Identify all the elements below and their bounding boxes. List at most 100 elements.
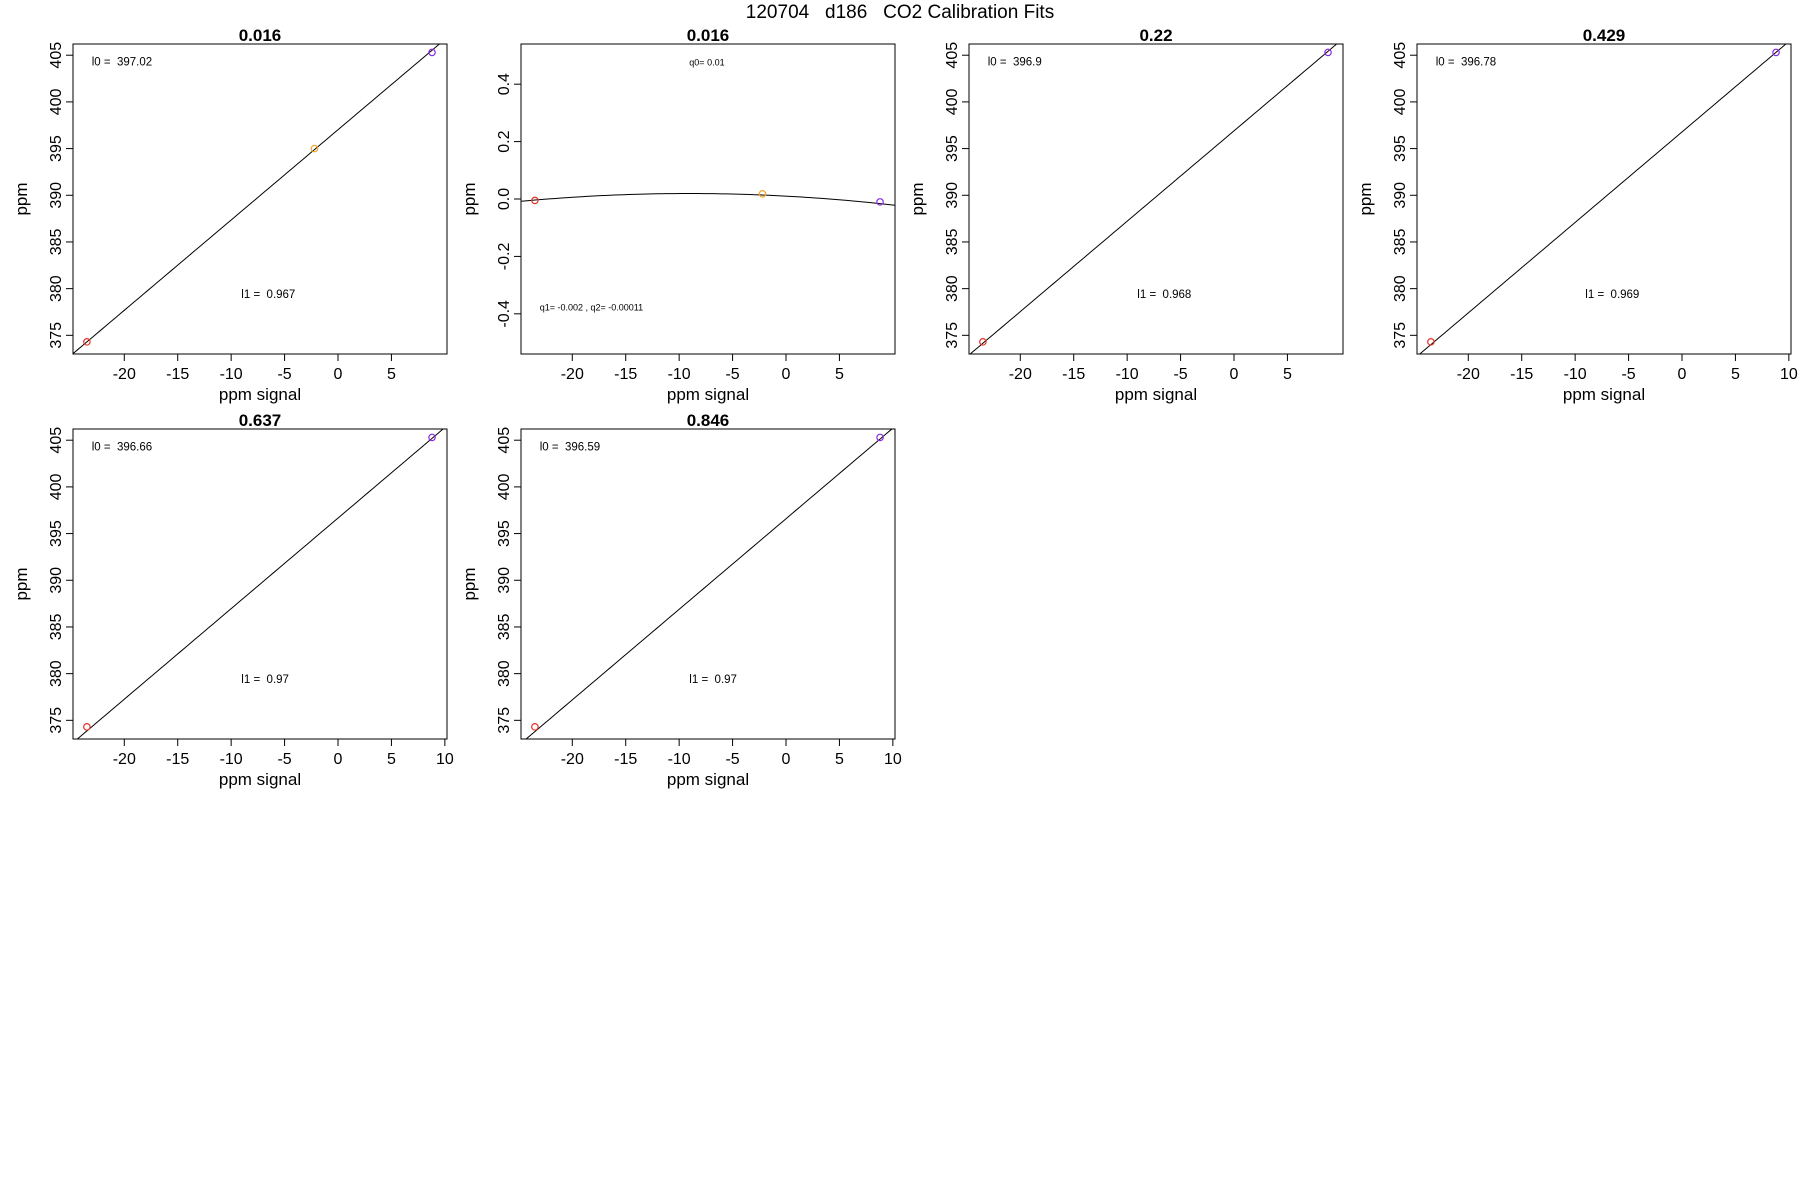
x-tick-label: -5	[277, 366, 291, 383]
x-tick-label: -15	[614, 751, 637, 768]
y-tick-label: 385	[48, 229, 65, 256]
y-tick-label: 390	[1392, 182, 1409, 209]
x-tick-label: -10	[668, 751, 691, 768]
y-tick-label: 380	[1392, 275, 1409, 302]
fit-annotation: l0 = 397.02	[92, 57, 152, 69]
data-point	[1324, 48, 1332, 57]
x-tick-label: 10	[884, 751, 902, 768]
data-point	[876, 433, 884, 442]
chart-title: 0.846	[687, 411, 730, 430]
x-tick-label: 0	[1678, 366, 1687, 383]
fit-annotation: l1 = 0.967	[241, 289, 295, 301]
x-axis-label: ppm signal	[219, 770, 301, 789]
y-tick-label: 400	[944, 88, 961, 115]
x-tick-label: -20	[1009, 366, 1032, 383]
x-tick-label: -15	[166, 751, 189, 768]
x-tick-label: -5	[725, 366, 739, 383]
chart-title: 0.016	[239, 26, 282, 45]
x-axis-label: ppm signal	[1563, 385, 1645, 404]
x-tick-label: 0	[1230, 366, 1239, 383]
fit-line	[76, 429, 444, 739]
y-tick-label: 390	[496, 567, 513, 594]
x-axis-label: ppm signal	[1115, 385, 1197, 404]
x-tick-label: -5	[1173, 366, 1187, 383]
y-tick-label: 395	[496, 520, 513, 547]
data-point	[1772, 48, 1780, 57]
x-tick-label: 5	[1283, 366, 1292, 383]
x-tick-label: 0	[782, 366, 791, 383]
y-tick-label: 385	[496, 614, 513, 641]
y-tick-label: 380	[48, 275, 65, 302]
y-tick-label: 380	[496, 660, 513, 687]
x-tick-label: 10	[1780, 366, 1798, 383]
y-tick-label: 380	[944, 275, 961, 302]
fit-annotation: l0 = 396.9	[988, 57, 1042, 69]
data-point	[310, 144, 319, 153]
data-point	[979, 338, 987, 346]
fit-line	[521, 193, 895, 206]
x-tick-label: -15	[1510, 366, 1533, 383]
x-tick-label: -15	[1062, 366, 1085, 383]
fit-annotation: l0 = 396.66	[92, 442, 152, 454]
data-point	[758, 190, 767, 198]
y-tick-label: 385	[1392, 229, 1409, 256]
fit-annotation: l1 = 0.97	[689, 674, 737, 686]
x-tick-label: -10	[1564, 366, 1587, 383]
y-axis-label: ppm	[12, 182, 31, 215]
y-axis-label: ppm	[12, 567, 31, 600]
y-tick-label: 0.0	[496, 188, 513, 210]
x-tick-label: -20	[561, 751, 584, 768]
y-tick-label: 405	[1392, 42, 1409, 69]
data-point	[531, 196, 539, 205]
x-tick-label: -10	[1116, 366, 1139, 383]
fit-annotation: l1 = 0.968	[1137, 289, 1191, 301]
y-axis-label: ppm	[460, 182, 479, 215]
y-tick-label: 0.2	[496, 130, 513, 152]
plot-frame	[72, 43, 448, 355]
y-tick-label: 375	[496, 707, 513, 734]
fit-line	[73, 44, 441, 354]
y-tick-label: -0.4	[496, 300, 513, 328]
fit-annotation: l1 = 0.97	[241, 674, 289, 686]
y-tick-label: 385	[944, 229, 961, 256]
x-tick-label: 10	[436, 751, 454, 768]
x-tick-label: 0	[782, 751, 791, 768]
x-tick-label: -10	[220, 751, 243, 768]
page-title: 120704 d186 CO2 Calibration Fits	[745, 2, 1055, 23]
fit-annotation: q0= 0.01	[689, 58, 724, 68]
y-tick-label: 390	[48, 567, 65, 594]
x-tick-label: 5	[387, 751, 396, 768]
x-tick-label: -10	[668, 366, 691, 383]
y-tick-label: 375	[48, 322, 65, 349]
fit-annotation: q1= -0.002 , q2= -0.00011	[540, 303, 643, 313]
plot-frame	[1416, 43, 1792, 355]
data-point	[83, 723, 91, 731]
chart-panel: 0.016 -20 -15 -10 -5 0 5 -0.4 -0.2 0.0 0.2 0.4 ppm s…	[460, 26, 896, 404]
data-point	[531, 723, 539, 731]
x-tick-label: -20	[113, 751, 136, 768]
x-tick-label: 5	[387, 366, 396, 383]
fit-annotation: l0 = 396.59	[540, 442, 600, 454]
chart-panel: 0.016 -20 -15 -10 -5 0 5 375 380 385 390 395 400 405 p…	[12, 26, 448, 404]
x-tick-label: -5	[277, 751, 291, 768]
plot-frame	[520, 428, 896, 740]
y-tick-label: 385	[48, 614, 65, 641]
y-axis-label: ppm	[460, 567, 479, 600]
y-tick-label: 405	[496, 427, 513, 454]
x-tick-label: 5	[1731, 366, 1740, 383]
y-tick-label: 400	[496, 473, 513, 500]
y-tick-label: 375	[1392, 322, 1409, 349]
y-tick-label: 400	[48, 88, 65, 115]
data-point	[876, 198, 884, 206]
chart-title: 0.016	[687, 26, 730, 45]
chart-title: 0.637	[239, 411, 282, 430]
y-tick-label: 405	[48, 427, 65, 454]
chart-panel: 0.429 -20 -15 -10 -5 0 5 10 375 380 385 390 395 400 40…	[1356, 26, 1798, 404]
x-tick-label: -20	[1457, 366, 1480, 383]
y-tick-label: 375	[944, 322, 961, 349]
fit-annotation: l0 = 396.78	[1436, 57, 1496, 69]
x-tick-label: 0	[334, 366, 343, 383]
x-tick-label: -5	[725, 751, 739, 768]
y-tick-label: 395	[1392, 135, 1409, 162]
